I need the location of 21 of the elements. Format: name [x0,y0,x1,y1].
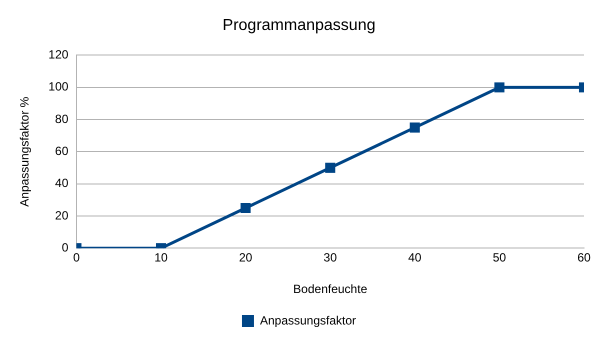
y-tick-label: 20 [55,208,69,222]
y-tick-label: 120 [48,48,69,62]
x-tick-label: 10 [154,250,168,265]
x-tick-label: 40 [408,250,422,265]
x-tick-label: 20 [238,250,253,265]
y-axis-title: Anpassungsfaktor % [18,96,32,207]
point [494,82,504,92]
point [410,122,420,133]
y-tick-label: 0 [62,240,69,255]
legend-label: Anpassungsfaktor [260,313,356,328]
chart-title: Programmanpassung [222,17,376,34]
x-axis-title: Bodenfeuchte [293,282,368,296]
y-tick-label: 100 [48,80,69,94]
y-tick-label: 60 [55,144,69,158]
y-tick-label: 80 [55,112,69,126]
x-tick-label: 0 [73,250,80,265]
point [325,162,336,173]
x-tick-label: 50 [492,250,506,265]
x-tick-label: 30 [324,250,338,265]
x-tick-label: 60 [577,250,591,265]
y-tick-label: 40 [55,176,69,190]
